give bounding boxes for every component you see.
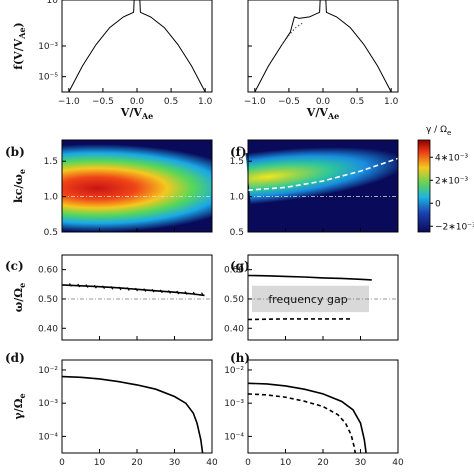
panel-g-y-tick-label: 0.50 <box>224 295 244 305</box>
panel-e-xlabel: V/VAe <box>306 106 339 121</box>
panel-h-series-0 <box>247 382 367 454</box>
panel-a-x-tick-label: 1.0 <box>198 97 213 107</box>
panel-d-frame <box>61 359 213 454</box>
panel-g-y-tick-label: 0.40 <box>224 324 244 334</box>
panel-a-x-tick-label: 0.5 <box>164 97 178 107</box>
panel-c-frame <box>61 254 213 341</box>
panel-d-ylabel: γ/Ωe <box>12 393 27 419</box>
panel-f-heatmap-blob <box>244 147 404 207</box>
colorbar-tick-label: 0 <box>435 199 441 209</box>
panel-g-series-0 <box>247 274 372 281</box>
panel-h-x-tick-label: 10 <box>280 458 292 468</box>
panel-g-annotation: frequency gap <box>268 293 347 306</box>
panel-c-y-tick-label: 0.60 <box>38 266 58 276</box>
panel-h-frame <box>247 359 399 454</box>
panel-h-x-tick-label: 40 <box>392 458 404 468</box>
panel-f-y-tick-label: 1.0 <box>230 193 245 203</box>
panel-b-y-tick-label: 1.0 <box>44 193 59 203</box>
panel-b-y-tick-label: 1.5 <box>44 157 58 167</box>
panel-c-letter: (c) <box>5 259 24 273</box>
panel-a-x-tick-label: −0.5 <box>92 97 114 107</box>
panel-g-letter: (g) <box>230 259 250 273</box>
panel-a-y-tick-label: 10⁻³ <box>38 42 58 52</box>
panel-a-ylabel: f(V/VAe) <box>12 22 27 70</box>
panel-f-y-tick-label: 1.5 <box>230 157 244 167</box>
colorbar-tick-label: 4∗10⁻³ <box>435 153 468 163</box>
panel-a-y-tick-label: 10⁻⁵ <box>38 73 58 83</box>
panel-b-letter: (b) <box>5 145 25 159</box>
panel-c-series-0 <box>61 284 205 297</box>
panel-b-heatmap-blob <box>62 144 212 232</box>
panel-b-ylabel: kc/ωe <box>12 169 27 203</box>
panel-h-y-tick-label: 10⁻² <box>224 366 244 376</box>
panel-d-x-tick-label: 30 <box>169 458 181 468</box>
panel-f-y-tick-label: 0.5 <box>230 228 244 238</box>
panel-g-y-tick-label: 0.60 <box>224 266 244 276</box>
panel-d-x-tick-label: 0 <box>59 458 65 468</box>
panel-h-x-tick-label: 0 <box>245 458 251 468</box>
panel-c-ylabel: ω/Ωe <box>12 283 27 312</box>
colorbar-tick-label: −2∗10⁻³ <box>435 222 474 232</box>
panel-d-y-tick-label: 10⁻⁴ <box>38 432 58 442</box>
panel-h-series-1 <box>247 393 357 454</box>
panel-e-series-1 <box>281 22 303 45</box>
panel-f-dashed-curve <box>247 157 399 191</box>
panel-e-frame <box>247 0 399 93</box>
panel-d-y-tick-label: 10⁻² <box>38 366 58 376</box>
panel-a-x-tick-label: 0.0 <box>130 97 145 107</box>
colorbar-title: γ / Ωe <box>426 125 451 137</box>
panel-e-x-tick-label: 1.0 <box>384 97 399 107</box>
panel-e-x-tick-label: 0.5 <box>350 97 364 107</box>
panel-h-x-tick-label: 20 <box>317 458 329 468</box>
panel-c-y-tick-label: 0.50 <box>38 295 58 305</box>
panel-f-letter: (f) <box>230 145 247 159</box>
panel-h-x-tick-label: 30 <box>355 458 367 468</box>
panel-h-y-tick-label: 10⁻³ <box>224 399 244 409</box>
panel-a-x-tick-label: −1.0 <box>58 97 80 107</box>
panel-c-y-tick-label: 0.40 <box>38 324 58 334</box>
panel-b-y-tick-label: 0.5 <box>44 228 58 238</box>
panel-h-letter: (h) <box>230 351 250 365</box>
panel-a-frame <box>61 0 213 93</box>
panel-d-x-tick-label: 20 <box>131 458 143 468</box>
panel-g-series-1 <box>247 318 353 321</box>
panel-e-x-tick-label: 0.0 <box>316 97 331 107</box>
panel-e-x-tick-label: −0.5 <box>278 97 300 107</box>
panel-d-x-tick-label: 40 <box>206 458 218 468</box>
panel-d-letter: (d) <box>5 351 25 365</box>
colorbar-tick-label: 2∗10⁻³ <box>435 176 468 186</box>
panel-a-xlabel: V/VAe <box>120 106 153 121</box>
panel-e-series-0 <box>254 0 392 93</box>
panel-e-x-tick-label: −1.0 <box>244 97 266 107</box>
panel-d-x-tick-label: 10 <box>94 458 106 468</box>
panel-d-series-0 <box>61 375 204 454</box>
panel-a-series-0 <box>68 0 206 93</box>
panel-h-y-tick-label: 10⁻⁴ <box>224 432 244 442</box>
panel-a-y-tick-label: 10 <box>47 0 59 6</box>
panel-d-y-tick-label: 10⁻³ <box>38 399 58 409</box>
panel-c-ripples <box>69 283 204 297</box>
colorbar <box>417 139 431 233</box>
